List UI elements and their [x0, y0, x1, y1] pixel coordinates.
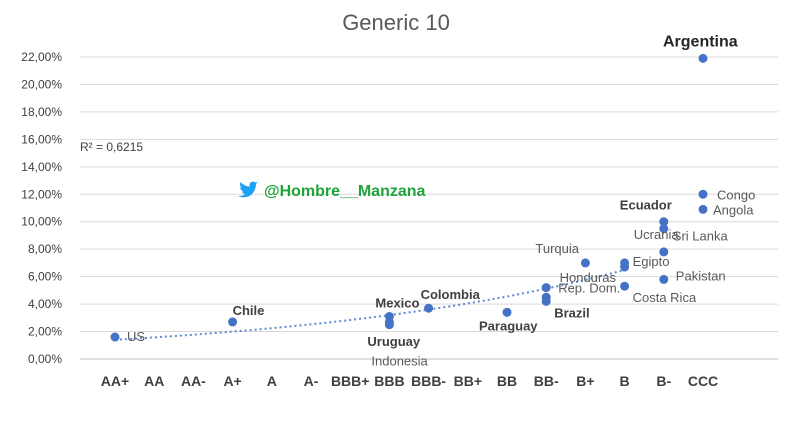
x-tick-label: BB- [534, 373, 559, 389]
data-point [620, 258, 630, 268]
point-label: Sri Lanka [673, 229, 729, 244]
x-tick-label: BBB+ [331, 373, 370, 389]
y-tick-label: 16,00% [21, 132, 62, 146]
point-label: Turquia [535, 241, 579, 256]
point-label: Egipto [633, 254, 670, 269]
data-point [228, 317, 238, 327]
point-label: Costa Rica [633, 290, 697, 305]
y-tick-label: 2,00% [28, 325, 62, 339]
point-label: Honduras [560, 270, 617, 285]
point-label: Angola [713, 202, 754, 217]
point-label: Ecuador [620, 198, 672, 213]
data-point [580, 258, 590, 268]
point-label: Pakistan [676, 268, 726, 283]
point-label: Argentina [663, 33, 738, 50]
twitter-handle: @Hombre__Manzana [264, 183, 426, 200]
y-tick-label: 0,00% [28, 352, 62, 366]
point-label: US [127, 329, 145, 344]
twitter-watermark: @Hombre__Manzana [238, 181, 426, 200]
x-tick-label: BBB- [411, 373, 446, 389]
data-point [541, 283, 551, 293]
y-tick-label: 18,00% [21, 105, 62, 119]
y-tick-label: 12,00% [21, 187, 62, 201]
trendline [114, 268, 625, 341]
x-tick-label: AA- [181, 373, 206, 389]
point-label: Chile [233, 303, 265, 318]
y-tick-label: 22,00% [21, 50, 62, 64]
point-label: Brazil [554, 305, 589, 320]
x-tick-label: A+ [223, 373, 241, 389]
data-point [659, 247, 669, 257]
data-point [541, 292, 551, 302]
data-point [502, 307, 512, 317]
data-point [659, 217, 669, 227]
data-point [110, 332, 120, 342]
data-point [384, 320, 394, 330]
x-tick-label: B+ [576, 373, 594, 389]
point-label: Congo [717, 187, 755, 202]
y-tick-label: 20,00% [21, 77, 62, 91]
x-tick-label: A- [304, 373, 319, 389]
x-tick-label: BB+ [454, 373, 482, 389]
x-tick-label: BBB [374, 373, 404, 389]
x-tick-label: BB [497, 373, 517, 389]
y-tick-label: 8,00% [28, 242, 62, 256]
chart-title: Generic 10 [342, 10, 450, 35]
x-tick-label: A [267, 373, 277, 389]
gridlines [80, 56, 778, 360]
data-points [110, 53, 708, 342]
point-label: Uruguay [367, 334, 421, 349]
point-label: Mexico [375, 295, 419, 310]
data-point [424, 303, 434, 313]
data-point [698, 53, 708, 63]
data-point [659, 274, 669, 284]
point-label: Ucrania [634, 227, 680, 242]
x-tick-label: B [620, 373, 630, 389]
y-tick-label: 14,00% [21, 160, 62, 174]
y-tick-label: 4,00% [28, 297, 62, 311]
y-axis-ticks: 0,00% 2,00% 4,00% 6,00% 8,00% 10,00% 12,00% 14,… [21, 50, 62, 366]
r-squared-label: R² = 0,6215 [80, 140, 143, 154]
twitter-bird-icon [238, 181, 258, 198]
y-tick-label: 10,00% [21, 215, 62, 229]
y-tick-label: 6,00% [28, 270, 62, 284]
x-tick-label: B- [656, 373, 671, 389]
data-point [698, 189, 708, 199]
point-label: Paraguay [479, 318, 538, 333]
point-label: Colombia [421, 287, 481, 302]
data-point [659, 224, 669, 234]
x-tick-label: AA [144, 373, 164, 389]
data-point [620, 281, 630, 291]
point-label: Indonesia [371, 354, 428, 369]
x-tick-label: AA+ [101, 373, 129, 389]
x-tick-label: CCC [688, 373, 718, 389]
data-point [698, 204, 708, 214]
x-axis-ticks: AA+ AA AA- A+ A A- BBB+ BBB BBB- BB+ BB BB- B+ B B- CCC [101, 373, 718, 389]
point-labels: US Chile Mexico Uruguay Indonesia Colombia Par… [127, 33, 755, 368]
point-label: Rep. Dom. [558, 281, 620, 296]
